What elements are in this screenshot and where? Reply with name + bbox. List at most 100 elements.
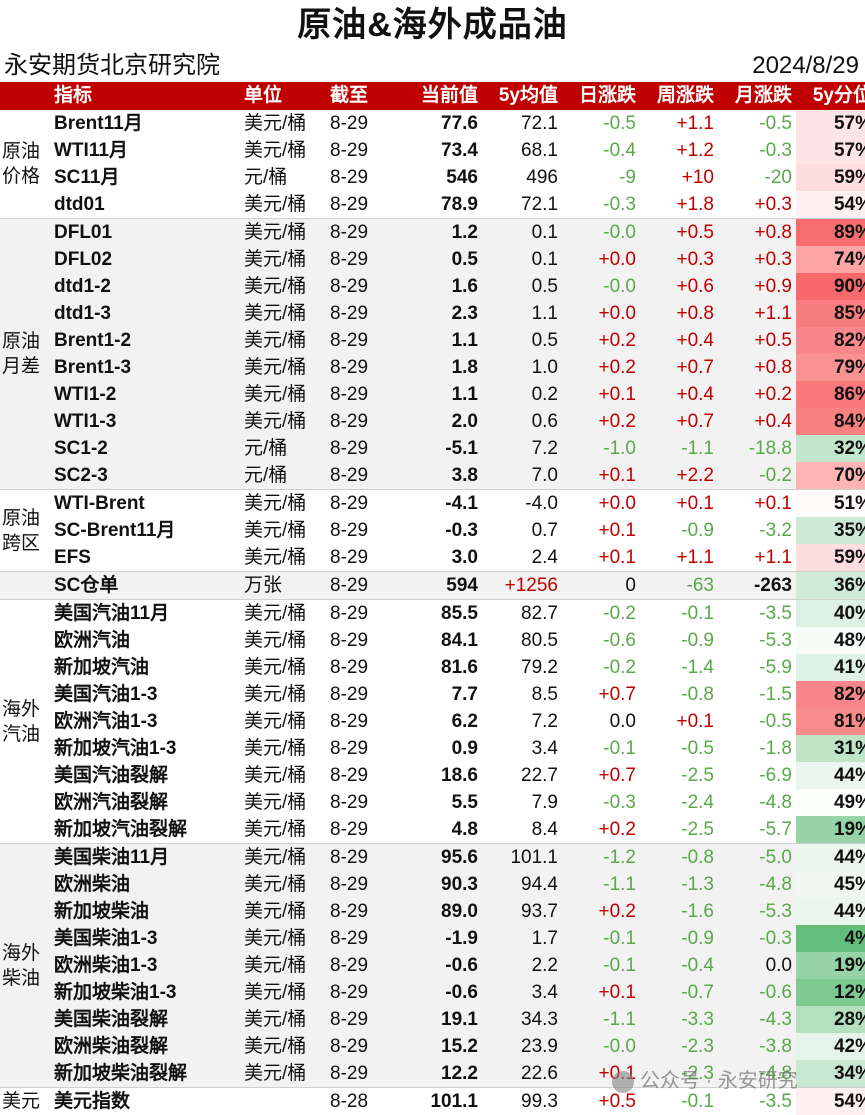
row-percentile: 79% — [796, 354, 865, 381]
group-label: 美元 — [0, 1088, 52, 1115]
page-title: 原油&海外成品油 — [0, 0, 865, 50]
row-percentile: 59% — [796, 544, 865, 572]
row-week-change: +2.2 — [640, 462, 718, 490]
row-day-change: -0.0 — [562, 219, 640, 247]
row-percentile: 35% — [796, 517, 865, 544]
row-name: SC仓单 — [52, 572, 244, 600]
row-month-change: -0.5 — [718, 708, 796, 735]
row-name: WTI-Brent — [52, 490, 244, 518]
row-week-change: -0.9 — [640, 517, 718, 544]
row-date: 8-29 — [330, 925, 392, 952]
row-day-change: 0.0 — [562, 708, 640, 735]
row-date: 8-29 — [330, 708, 392, 735]
row-week-change: +1.1 — [640, 110, 718, 137]
row-month-change: -1.8 — [718, 735, 796, 762]
row-week-change: -2.4 — [640, 789, 718, 816]
row-percentile: 86% — [796, 381, 865, 408]
row-day-change: -0.2 — [562, 600, 640, 628]
table-row: SC1-2元/桶8-29-5.17.2-1.0-1.1-18.832% — [0, 435, 865, 462]
row-day-change: -0.2 — [562, 654, 640, 681]
row-unit: 万张 — [244, 572, 330, 600]
row-day-change: +0.0 — [562, 246, 640, 273]
row-percentile: 4% — [796, 925, 865, 952]
row-date: 8-29 — [330, 627, 392, 654]
row-unit: 美元/桶 — [244, 1060, 330, 1088]
row-day-change: -0.0 — [562, 1033, 640, 1060]
row-name: SC1-2 — [52, 435, 244, 462]
row-date: 8-29 — [330, 1033, 392, 1060]
row-date: 8-29 — [330, 600, 392, 628]
row-unit: 美元/桶 — [244, 191, 330, 219]
row-date: 8-29 — [330, 1006, 392, 1033]
row-unit: 美元/桶 — [244, 681, 330, 708]
row-current: 4.8 — [392, 816, 482, 844]
row-day-change: -0.3 — [562, 191, 640, 219]
row-avg: 7.2 — [482, 435, 562, 462]
row-date: 8-29 — [330, 735, 392, 762]
row-month-change: -4.8 — [718, 789, 796, 816]
group-header — [0, 82, 52, 110]
row-day-change: -0.5 — [562, 110, 640, 137]
row-month-change: -5.0 — [718, 844, 796, 872]
row-day-change: -0.1 — [562, 735, 640, 762]
row-unit: 美元/桶 — [244, 979, 330, 1006]
row-date: 8-29 — [330, 898, 392, 925]
row-week-change: -2.5 — [640, 816, 718, 844]
row-avg: 0.5 — [482, 327, 562, 354]
row-current: 73.4 — [392, 137, 482, 164]
row-percentile: 19% — [796, 816, 865, 844]
row-name: 新加坡汽油裂解 — [52, 816, 244, 844]
row-week-change: +1.2 — [640, 137, 718, 164]
row-week-change: +1.1 — [640, 544, 718, 572]
row-week-change: +0.1 — [640, 708, 718, 735]
row-avg: 0.2 — [482, 381, 562, 408]
row-date: 8-29 — [330, 979, 392, 1006]
row-percentile: 42% — [796, 1033, 865, 1060]
row-percentile: 51% — [796, 490, 865, 518]
row-percentile: 45% — [796, 871, 865, 898]
row-current: 95.6 — [392, 844, 482, 872]
row-week-change: +0.8 — [640, 300, 718, 327]
row-day-change: +0.1 — [562, 544, 640, 572]
row-current: -0.3 — [392, 517, 482, 544]
row-date: 8-29 — [330, 517, 392, 544]
row-day-change: -0.0 — [562, 273, 640, 300]
row-current: -1.9 — [392, 925, 482, 952]
row-current: 2.3 — [392, 300, 482, 327]
row-percentile: 90% — [796, 273, 865, 300]
row-date: 8-29 — [330, 462, 392, 490]
table-row: Brent1-2美元/桶8-291.10.5+0.2+0.4+0.582% — [0, 327, 865, 354]
row-day-change: -0.3 — [562, 789, 640, 816]
row-unit: 美元/桶 — [244, 627, 330, 654]
row-unit: 美元/桶 — [244, 110, 330, 137]
row-avg: 8.5 — [482, 681, 562, 708]
row-month-change: -0.3 — [718, 925, 796, 952]
row-percentile: 84% — [796, 408, 865, 435]
row-date: 8-29 — [330, 952, 392, 979]
table-row: WTI1-3美元/桶8-292.00.6+0.2+0.7+0.484% — [0, 408, 865, 435]
row-unit: 美元/桶 — [244, 219, 330, 247]
row-date: 8-29 — [330, 381, 392, 408]
row-current: 0.9 — [392, 735, 482, 762]
row-percentile: 70% — [796, 462, 865, 490]
row-current: 5.5 — [392, 789, 482, 816]
row-week-change: +10 — [640, 164, 718, 191]
row-avg: 1.0 — [482, 354, 562, 381]
row-percentile: 44% — [796, 898, 865, 925]
row-current: 1.8 — [392, 354, 482, 381]
row-name: dtd1-3 — [52, 300, 244, 327]
row-day-change: +0.1 — [562, 979, 640, 1006]
row-unit: 美元/桶 — [244, 789, 330, 816]
row-name: WTI1-3 — [52, 408, 244, 435]
row-date: 8-29 — [330, 408, 392, 435]
table-row: SC2-3元/桶8-293.87.0+0.1+2.2-0.270% — [0, 462, 865, 490]
row-month-change: -5.7 — [718, 816, 796, 844]
row-name: dtd1-2 — [52, 273, 244, 300]
